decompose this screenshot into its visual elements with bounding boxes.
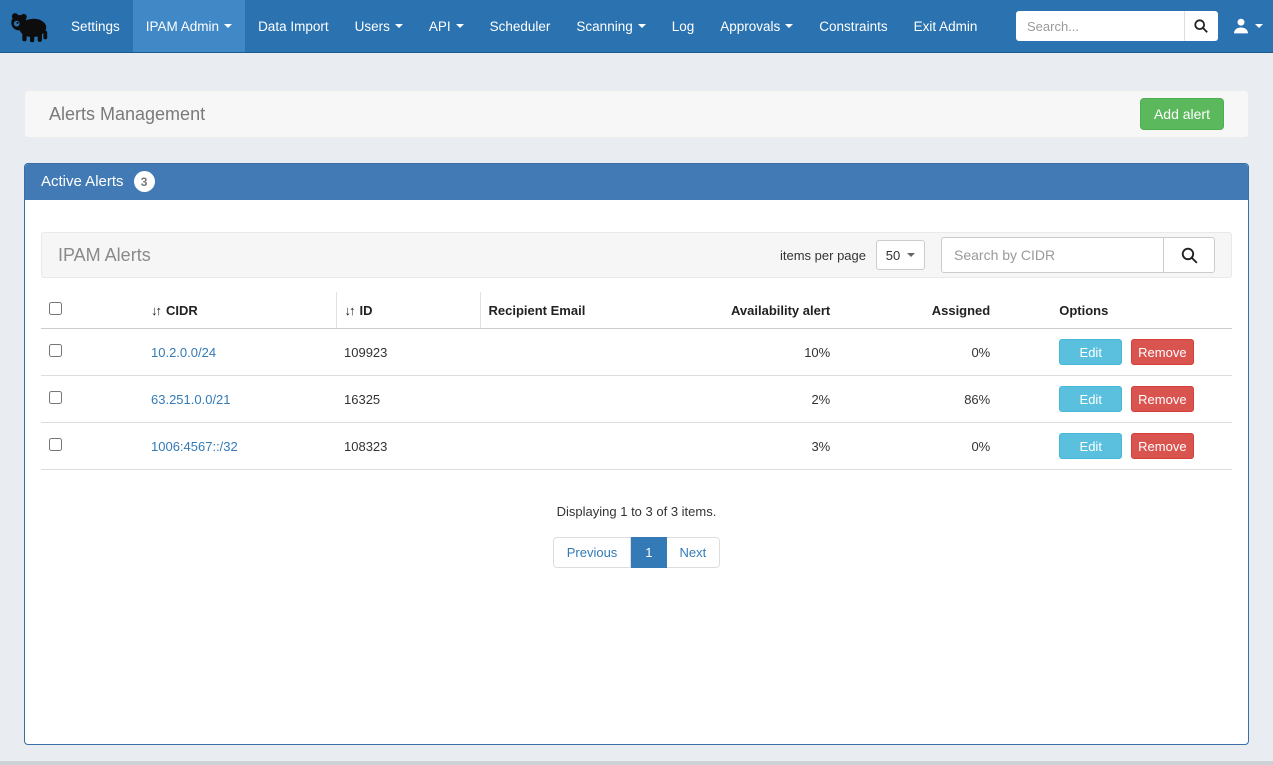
column-header-availability: Availability alert (723, 292, 838, 329)
alerts-table: ↓↑CIDR ↓↑ID Recipient Email Availability… (41, 292, 1232, 470)
search-icon (1180, 246, 1199, 265)
column-header-email: Recipient Email (480, 292, 723, 329)
page-title: Alerts Management (49, 104, 205, 125)
pagination-previous[interactable]: Previous (553, 537, 632, 568)
cidr-search-button[interactable] (1163, 237, 1215, 273)
pagination-summary: Displaying 1 to 3 of 3 items. (41, 504, 1232, 519)
global-search-input[interactable] (1016, 11, 1184, 41)
nav-item-api[interactable]: API (416, 0, 477, 52)
add-alert-button[interactable]: Add alert (1140, 98, 1224, 130)
row-checkbox[interactable] (49, 438, 62, 451)
cidr-link[interactable]: 10.2.0.0/24 (151, 345, 216, 360)
panel-title: Active Alerts (41, 173, 124, 190)
edit-button[interactable]: Edit (1059, 386, 1122, 412)
nav-item-log[interactable]: Log (659, 0, 708, 52)
caret-down-icon (456, 24, 464, 28)
column-header-options: Options (998, 292, 1232, 329)
cidr-link[interactable]: 63.251.0.0/21 (151, 392, 231, 407)
pagination-page-1[interactable]: 1 (631, 537, 666, 568)
nav-item-ipam-admin[interactable]: IPAM Admin (133, 0, 245, 52)
column-header-assigned: Assigned (838, 292, 998, 329)
select-all-checkbox[interactable] (49, 302, 62, 315)
user-menu[interactable] (1232, 17, 1263, 35)
pagination: Previous 1 Next (41, 537, 1232, 568)
top-navbar: Settings IPAM Admin Data Import Users AP… (0, 0, 1273, 53)
caret-down-icon (224, 24, 232, 28)
user-icon (1232, 17, 1250, 35)
assigned-value: 86% (838, 376, 998, 423)
cidr-link[interactable]: 1006:4567::/32 (151, 439, 238, 454)
assigned-value: 0% (838, 423, 998, 470)
active-alerts-panel: Active Alerts 3 IPAM Alerts items per pa… (24, 163, 1249, 745)
remove-button[interactable]: Remove (1131, 433, 1194, 459)
sort-icon: ↓↑ (345, 303, 354, 318)
search-icon (1193, 18, 1209, 34)
window-bottom-edge (0, 761, 1273, 765)
table-row: 10.2.0.0/24 109923 10% 0% Edit Remove (41, 329, 1232, 376)
cidr-search-input[interactable] (941, 237, 1163, 273)
nav-item-settings[interactable]: Settings (58, 0, 133, 52)
table-row: 63.251.0.0/21 16325 2% 86% Edit Remove (41, 376, 1232, 423)
items-per-page-label: items per page (780, 248, 866, 263)
table-header-row: ↓↑CIDR ↓↑ID Recipient Email Availability… (41, 292, 1232, 329)
column-header-id[interactable]: ↓↑ID (336, 292, 480, 329)
nav-item-users[interactable]: Users (342, 0, 416, 52)
nav-item-exit-admin[interactable]: Exit Admin (901, 0, 991, 52)
nav-item-constraints[interactable]: Constraints (806, 0, 900, 52)
table-toolbar: IPAM Alerts items per page 50 (41, 232, 1232, 278)
caret-down-icon (638, 24, 646, 28)
remove-button[interactable]: Remove (1131, 339, 1194, 365)
row-checkbox[interactable] (49, 344, 62, 357)
table-row: 1006:4567::/32 108323 3% 0% Edit Remove (41, 423, 1232, 470)
recipient-email (480, 329, 723, 376)
global-search-button[interactable] (1184, 11, 1218, 41)
panel-heading: Active Alerts 3 (25, 164, 1248, 200)
nav-item-approvals[interactable]: Approvals (707, 0, 806, 52)
caret-down-icon (785, 24, 793, 28)
edit-button[interactable]: Edit (1059, 433, 1122, 459)
column-header-cidr[interactable]: ↓↑CIDR (143, 292, 336, 329)
recipient-email (480, 376, 723, 423)
edit-button[interactable]: Edit (1059, 339, 1122, 365)
alert-count-badge: 3 (134, 171, 155, 192)
nav-item-data-import[interactable]: Data Import (245, 0, 342, 52)
global-search (1016, 11, 1218, 41)
row-checkbox[interactable] (49, 391, 62, 404)
caret-down-icon (395, 24, 403, 28)
sort-icon: ↓↑ (151, 303, 160, 318)
assigned-value: 0% (838, 329, 998, 376)
nav-item-scanning[interactable]: Scanning (563, 0, 658, 52)
alert-id: 108323 (336, 423, 480, 470)
app-logo[interactable] (0, 0, 58, 52)
pagination-next[interactable]: Next (667, 537, 721, 568)
remove-button[interactable]: Remove (1131, 386, 1194, 412)
table-title: IPAM Alerts (58, 245, 151, 266)
caret-down-icon (907, 253, 915, 257)
main-menu: Settings IPAM Admin Data Import Users AP… (58, 0, 990, 52)
alert-id: 16325 (336, 376, 480, 423)
availability-value: 3% (723, 423, 838, 470)
items-per-page-select[interactable]: 50 (876, 240, 925, 270)
caret-down-icon (1255, 24, 1263, 28)
alert-id: 109923 (336, 329, 480, 376)
availability-value: 10% (723, 329, 838, 376)
panda-logo-icon (6, 8, 52, 44)
recipient-email (480, 423, 723, 470)
nav-item-scheduler[interactable]: Scheduler (477, 0, 564, 52)
availability-value: 2% (723, 376, 838, 423)
page-header: Alerts Management Add alert (24, 90, 1249, 138)
